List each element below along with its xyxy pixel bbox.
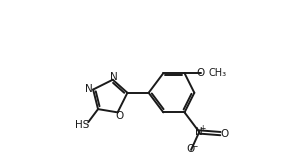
Text: O: O [186,144,194,154]
Text: −: − [190,141,198,150]
Text: HS: HS [75,121,90,130]
Text: O: O [197,68,205,78]
Text: +: + [199,124,205,133]
Text: O: O [115,111,123,121]
Text: CH₃: CH₃ [208,68,226,78]
Text: N: N [85,84,93,94]
Text: N: N [195,127,203,137]
Text: O: O [220,129,229,139]
Text: N: N [111,72,118,82]
